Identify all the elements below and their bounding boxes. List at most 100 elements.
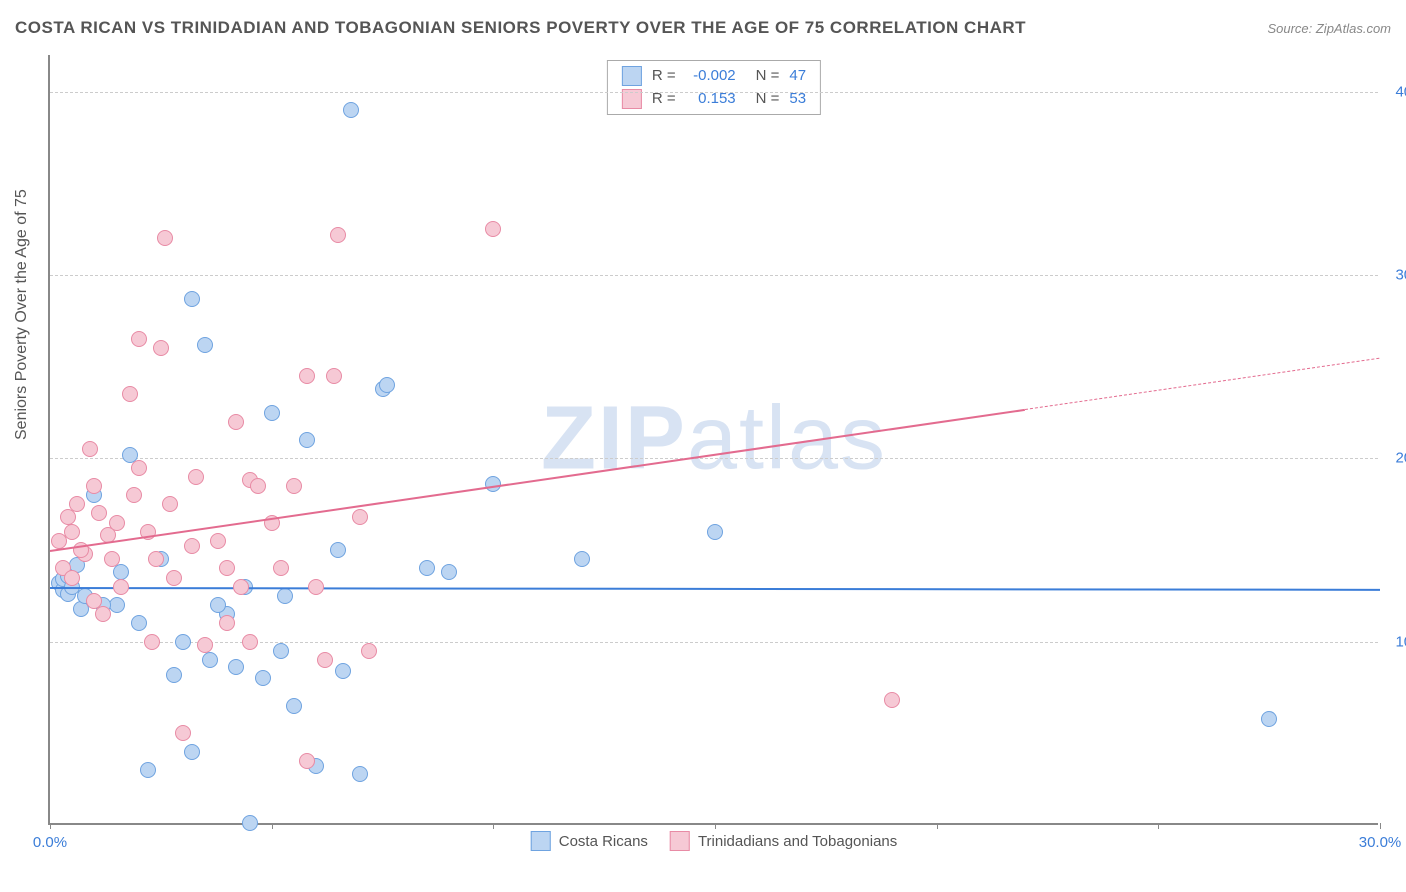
data-point [140,762,156,778]
data-point [104,551,120,567]
data-point [299,432,315,448]
data-point [210,533,226,549]
legend-swatch [622,66,642,86]
data-point [148,551,164,567]
data-point [273,643,289,659]
x-tick-label: 30.0% [1359,834,1402,851]
data-point [352,766,368,782]
data-point [277,588,293,604]
y-tick-label: 40.0% [1383,83,1406,100]
data-point [330,542,346,558]
legend-swatch [670,831,690,851]
data-point [352,509,368,525]
data-point [273,560,289,576]
gridline [50,458,1378,459]
data-point [64,570,80,586]
data-point [122,386,138,402]
data-point [166,570,182,586]
data-point [175,634,191,650]
data-point [91,505,107,521]
data-point [188,469,204,485]
data-point [197,337,213,353]
data-point [308,579,324,595]
data-point [242,815,258,831]
x-tick-label: 0.0% [33,834,67,851]
x-tick [1158,823,1159,829]
data-point [441,564,457,580]
data-point [82,441,98,457]
y-tick-label: 20.0% [1383,450,1406,467]
data-point [286,698,302,714]
data-point [210,597,226,613]
data-point [131,331,147,347]
data-point [175,725,191,741]
data-point [286,478,302,494]
x-tick [1380,823,1381,829]
data-point [219,560,235,576]
data-point [299,368,315,384]
data-point [299,753,315,769]
legend-label: Trinidadians and Tobagonians [698,833,897,850]
stats-r-label: R = [652,65,676,88]
x-tick [937,823,938,829]
x-tick [272,823,273,829]
data-point [343,102,359,118]
gridline [50,92,1378,93]
data-point [707,524,723,540]
data-point [255,670,271,686]
data-point [574,551,590,567]
data-point [153,340,169,356]
data-point [317,652,333,668]
gridline [50,275,1378,276]
y-axis-label: Seniors Poverty Over the Age of 75 [13,189,31,440]
data-point [86,478,102,494]
data-point [131,615,147,631]
legend-item: Costa Ricans [531,831,648,851]
data-point [166,667,182,683]
data-point [379,377,395,393]
y-tick-label: 10.0% [1383,633,1406,650]
data-point [485,221,501,237]
data-point [202,652,218,668]
data-point [157,230,173,246]
data-point [250,478,266,494]
data-point [126,487,142,503]
data-point [144,634,160,650]
legend-swatch [531,831,551,851]
data-point [109,515,125,531]
data-point [197,637,213,653]
data-point [184,291,200,307]
data-point [64,524,80,540]
data-point [233,579,249,595]
data-point [335,663,351,679]
data-point [219,615,235,631]
legend-label: Costa Ricans [559,833,648,850]
x-tick [715,823,716,829]
data-point [113,579,129,595]
correlation-stats-box: R =-0.002N =47R =0.153N =53 [607,60,821,115]
data-point [228,659,244,675]
data-point [242,634,258,650]
watermark-bold: ZIP [541,389,687,489]
data-point [95,606,111,622]
data-point [184,744,200,760]
trend-line [1025,358,1380,410]
scatter-plot-area: ZIPatlas R =-0.002N =47R =0.153N =53 Cos… [48,55,1378,825]
chart-title: COSTA RICAN VS TRINIDADIAN AND TOBAGONIA… [15,18,1026,38]
stats-row: R =-0.002N =47 [622,65,806,88]
stats-r-value: -0.002 [686,65,736,88]
y-tick-label: 30.0% [1383,267,1406,284]
data-point [264,405,280,421]
data-point [228,414,244,430]
data-point [131,460,147,476]
x-tick [50,823,51,829]
legend-item: Trinidadians and Tobagonians [670,831,897,851]
data-point [162,496,178,512]
data-point [884,692,900,708]
stats-n-label: N = [756,65,780,88]
watermark: ZIPatlas [541,388,887,491]
bottom-legend: Costa Ricans Trinidadians and Tobagonians [531,831,898,851]
data-point [419,560,435,576]
data-point [1261,711,1277,727]
data-point [69,496,85,512]
